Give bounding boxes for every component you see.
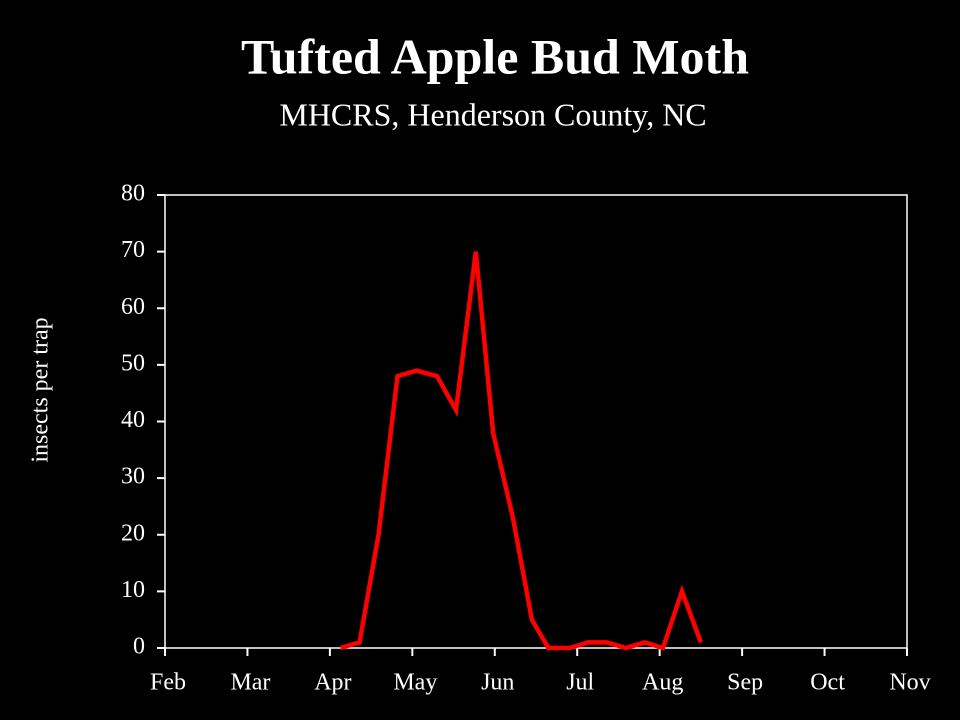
y-tick-label: 70 xyxy=(121,237,145,263)
y-tick-label: 0 xyxy=(133,634,145,660)
x-tick-label: Feb xyxy=(150,670,186,696)
y-tick-label: 20 xyxy=(121,520,145,546)
x-tick-label: Aug xyxy=(642,670,683,696)
y-tick-label: 50 xyxy=(121,350,145,376)
x-tick-label: Mar xyxy=(230,670,270,696)
chart-title: Tufted Apple Bud Moth xyxy=(241,28,749,84)
y-tick-label: 40 xyxy=(121,407,145,433)
x-tick-label: Oct xyxy=(810,670,845,696)
y-tick-label: 60 xyxy=(121,294,145,320)
y-tick-label: 80 xyxy=(121,181,145,207)
y-tick-label: 10 xyxy=(121,577,145,603)
y-axis-label: insects per trap xyxy=(28,317,54,462)
y-tick-label: 30 xyxy=(121,464,145,490)
data-line xyxy=(339,251,703,651)
x-tick-label: Jun xyxy=(481,670,514,696)
x-tick-label: Nov xyxy=(889,670,930,696)
x-tick-label: Jul xyxy=(566,670,594,696)
x-tick-label: Sep xyxy=(727,670,763,696)
x-tick-label: May xyxy=(393,670,437,696)
plot-frame xyxy=(164,194,908,649)
x-tick-label: Apr xyxy=(314,670,351,696)
chart-subtitle: MHCRS, Henderson County, NC xyxy=(279,96,706,132)
